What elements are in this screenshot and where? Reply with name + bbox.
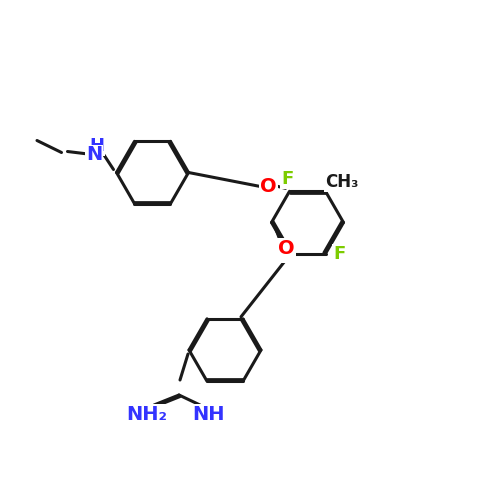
Text: H: H [89, 137, 104, 155]
Text: N: N [86, 146, 102, 165]
Text: F: F [334, 244, 345, 262]
Text: N: N [279, 243, 295, 262]
Text: NH₂: NH₂ [126, 404, 168, 423]
Text: NH: NH [193, 404, 225, 423]
Text: O: O [260, 177, 277, 196]
Text: CH₃: CH₃ [325, 174, 358, 192]
Text: O: O [278, 239, 295, 258]
Text: F: F [281, 170, 293, 188]
